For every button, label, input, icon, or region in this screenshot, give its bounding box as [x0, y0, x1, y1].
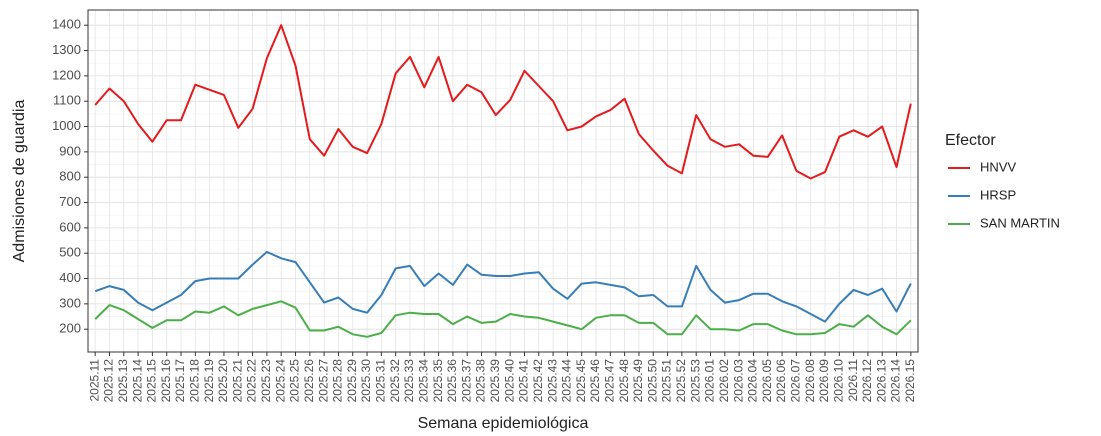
x-tick-label: 2025.17: [173, 359, 187, 403]
x-tick-label: 2025.34: [416, 359, 430, 403]
y-tick-label: 300: [59, 295, 81, 310]
x-tick-label: 2025.18: [187, 359, 201, 403]
x-tick-label: 2025.15: [145, 359, 159, 403]
x-tick-label: 2026.01: [703, 359, 717, 403]
series-line: [94, 300, 912, 338]
x-tick-label: 2025.16: [159, 359, 173, 403]
x-tick-label: 2025.11: [87, 359, 101, 402]
y-tick-label: 1200: [52, 67, 81, 82]
y-tick-label: 500: [59, 245, 81, 260]
x-tick-label: 2025.37: [459, 359, 473, 403]
x-tick-label: 2025.39: [488, 359, 502, 403]
x-tick-label: 2025.23: [259, 359, 273, 403]
x-tick-label: 2025.49: [631, 359, 645, 403]
legend-label: SAN MARTIN: [980, 215, 1060, 230]
x-tick-label: 2025.27: [316, 359, 330, 403]
x-tick-label: 2026.05: [760, 359, 774, 403]
x-tick-label: 2025.13: [116, 359, 130, 403]
x-tick-label: 2025.22: [245, 359, 259, 403]
series-line: [94, 24, 912, 180]
legend-title: Efector: [945, 132, 996, 149]
x-tick-label: 2025.21: [230, 359, 244, 403]
x-tick-label: 2025.48: [617, 359, 631, 403]
x-tick-label: 2025.35: [431, 359, 445, 403]
series-line: [94, 250, 912, 323]
y-axis-title: Admisiones de guardia: [11, 100, 28, 263]
x-tick-label: 2025.36: [445, 359, 459, 403]
x-tick-label: 2025.20: [216, 359, 230, 403]
x-tick-label: 2026.12: [860, 359, 874, 403]
x-tick-label: 2025.32: [388, 359, 402, 403]
x-tick-label: 2025.51: [660, 359, 674, 403]
y-tick-label: 800: [59, 169, 81, 184]
y-tick-label: 400: [59, 270, 81, 285]
x-tick-label: 2026.02: [717, 359, 731, 403]
x-tick-label: 2025.44: [560, 359, 574, 403]
x-tick-label: 2026.14: [889, 359, 903, 403]
x-tick-label: 2026.03: [731, 359, 745, 403]
plot-border: [87, 9, 919, 353]
x-tick-label: 2025.47: [602, 359, 616, 403]
y-tick-label: 900: [59, 143, 81, 158]
y-tick-label: 1300: [52, 42, 81, 57]
x-tick-label: 2025.45: [574, 359, 588, 403]
y-tick-label: 600: [59, 219, 81, 234]
y-tick-label: 1400: [52, 17, 81, 32]
x-tick-label: 2025.29: [345, 359, 359, 403]
x-tick-label: 2025.14: [130, 359, 144, 403]
x-tick-label: 2026.09: [817, 359, 831, 403]
x-tick-label: 2025.25: [288, 359, 302, 403]
x-tick-label: 2025.41: [517, 359, 531, 403]
x-tick-label: 2025.30: [359, 359, 373, 403]
x-tick-label: 2025.38: [474, 359, 488, 403]
x-tick-label: 2026.13: [874, 359, 888, 403]
x-tick-label: 2025.43: [545, 359, 559, 403]
x-tick-label: 2025.42: [531, 359, 545, 403]
x-tick-label: 2026.11: [846, 359, 860, 402]
x-tick-label: 2025.24: [273, 359, 287, 403]
y-tick-label: 700: [59, 194, 81, 209]
x-tick-label: 2026.15: [903, 359, 917, 403]
y-tick-label: 1100: [53, 93, 81, 108]
x-tick-label: 2025.50: [645, 359, 659, 403]
x-tick-label: 2026.07: [789, 359, 803, 403]
x-tick-label: 2025.46: [588, 359, 602, 403]
x-tick-label: 2026.06: [774, 359, 788, 403]
x-tick-label: 2026.08: [803, 359, 817, 403]
x-tick-label: 2025.53: [688, 359, 702, 403]
x-tick-label: 2025.26: [302, 359, 316, 403]
x-axis-title: Semana epidemiológica: [418, 415, 589, 432]
plot-background: [88, 10, 918, 352]
x-tick-label: 2025.31: [374, 359, 388, 403]
x-tick-label: 2025.19: [202, 359, 216, 403]
x-tick-label: 2025.40: [502, 359, 516, 403]
legend-label: HRSP: [980, 187, 1016, 202]
x-tick-label: 2025.28: [331, 359, 345, 403]
legend-label: HNVV: [980, 159, 1016, 174]
x-tick-label: 2025.33: [402, 359, 416, 403]
y-tick-label: 1000: [52, 118, 81, 133]
x-tick-label: 2025.12: [102, 359, 116, 403]
x-tick-label: 2026.04: [746, 359, 760, 403]
y-tick-label: 200: [59, 321, 81, 336]
x-tick-label: 2025.52: [674, 359, 688, 403]
x-tick-label: 2026.10: [831, 359, 845, 403]
